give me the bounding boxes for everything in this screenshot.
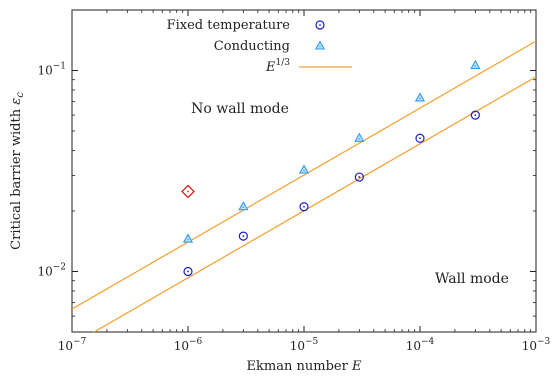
y-axis-title: Critical barrier width εc: [9, 92, 26, 250]
legend-swatch: [315, 20, 325, 30]
data-point: [298, 164, 310, 174]
data-point: [182, 233, 194, 243]
data-point: [238, 231, 248, 241]
data-point: [470, 59, 481, 69]
fit-lines: [72, 40, 536, 332]
data-point: [299, 202, 309, 212]
legend-label: Fixed temperature: [167, 18, 291, 33]
data-point: [354, 132, 365, 142]
legend: Fixed temperature Conducting E1/3: [167, 18, 352, 75]
x-tick-label: 10−4: [406, 337, 435, 353]
data-point: [238, 201, 249, 211]
x-tick-label: 10−7: [58, 337, 87, 353]
legend-swatch: [314, 40, 326, 50]
data-point: [414, 92, 426, 102]
series-1: [183, 110, 480, 277]
annotation-2: Wall mode: [435, 271, 509, 287]
y-tick-label: 10−2: [37, 262, 66, 278]
legend-label: Conducting: [214, 39, 290, 54]
legend-label: E1/3: [265, 58, 290, 75]
series-2: [182, 59, 481, 243]
data-point: [354, 172, 364, 182]
x-tick-label: 10−3: [522, 337, 551, 353]
x-tick-label: 10−6: [174, 337, 203, 353]
data-point: [183, 266, 193, 277]
x-tick-label: 10−5: [290, 337, 319, 353]
fit-line-2: [72, 40, 536, 310]
x-axis-title: Ekman number E: [247, 359, 362, 374]
red-diamond-marker: [181, 184, 195, 199]
data-point: [415, 133, 425, 143]
data-point: [470, 110, 480, 120]
annotation-1: No wall mode: [191, 101, 289, 117]
y-tick-label: 10−1: [37, 62, 66, 78]
